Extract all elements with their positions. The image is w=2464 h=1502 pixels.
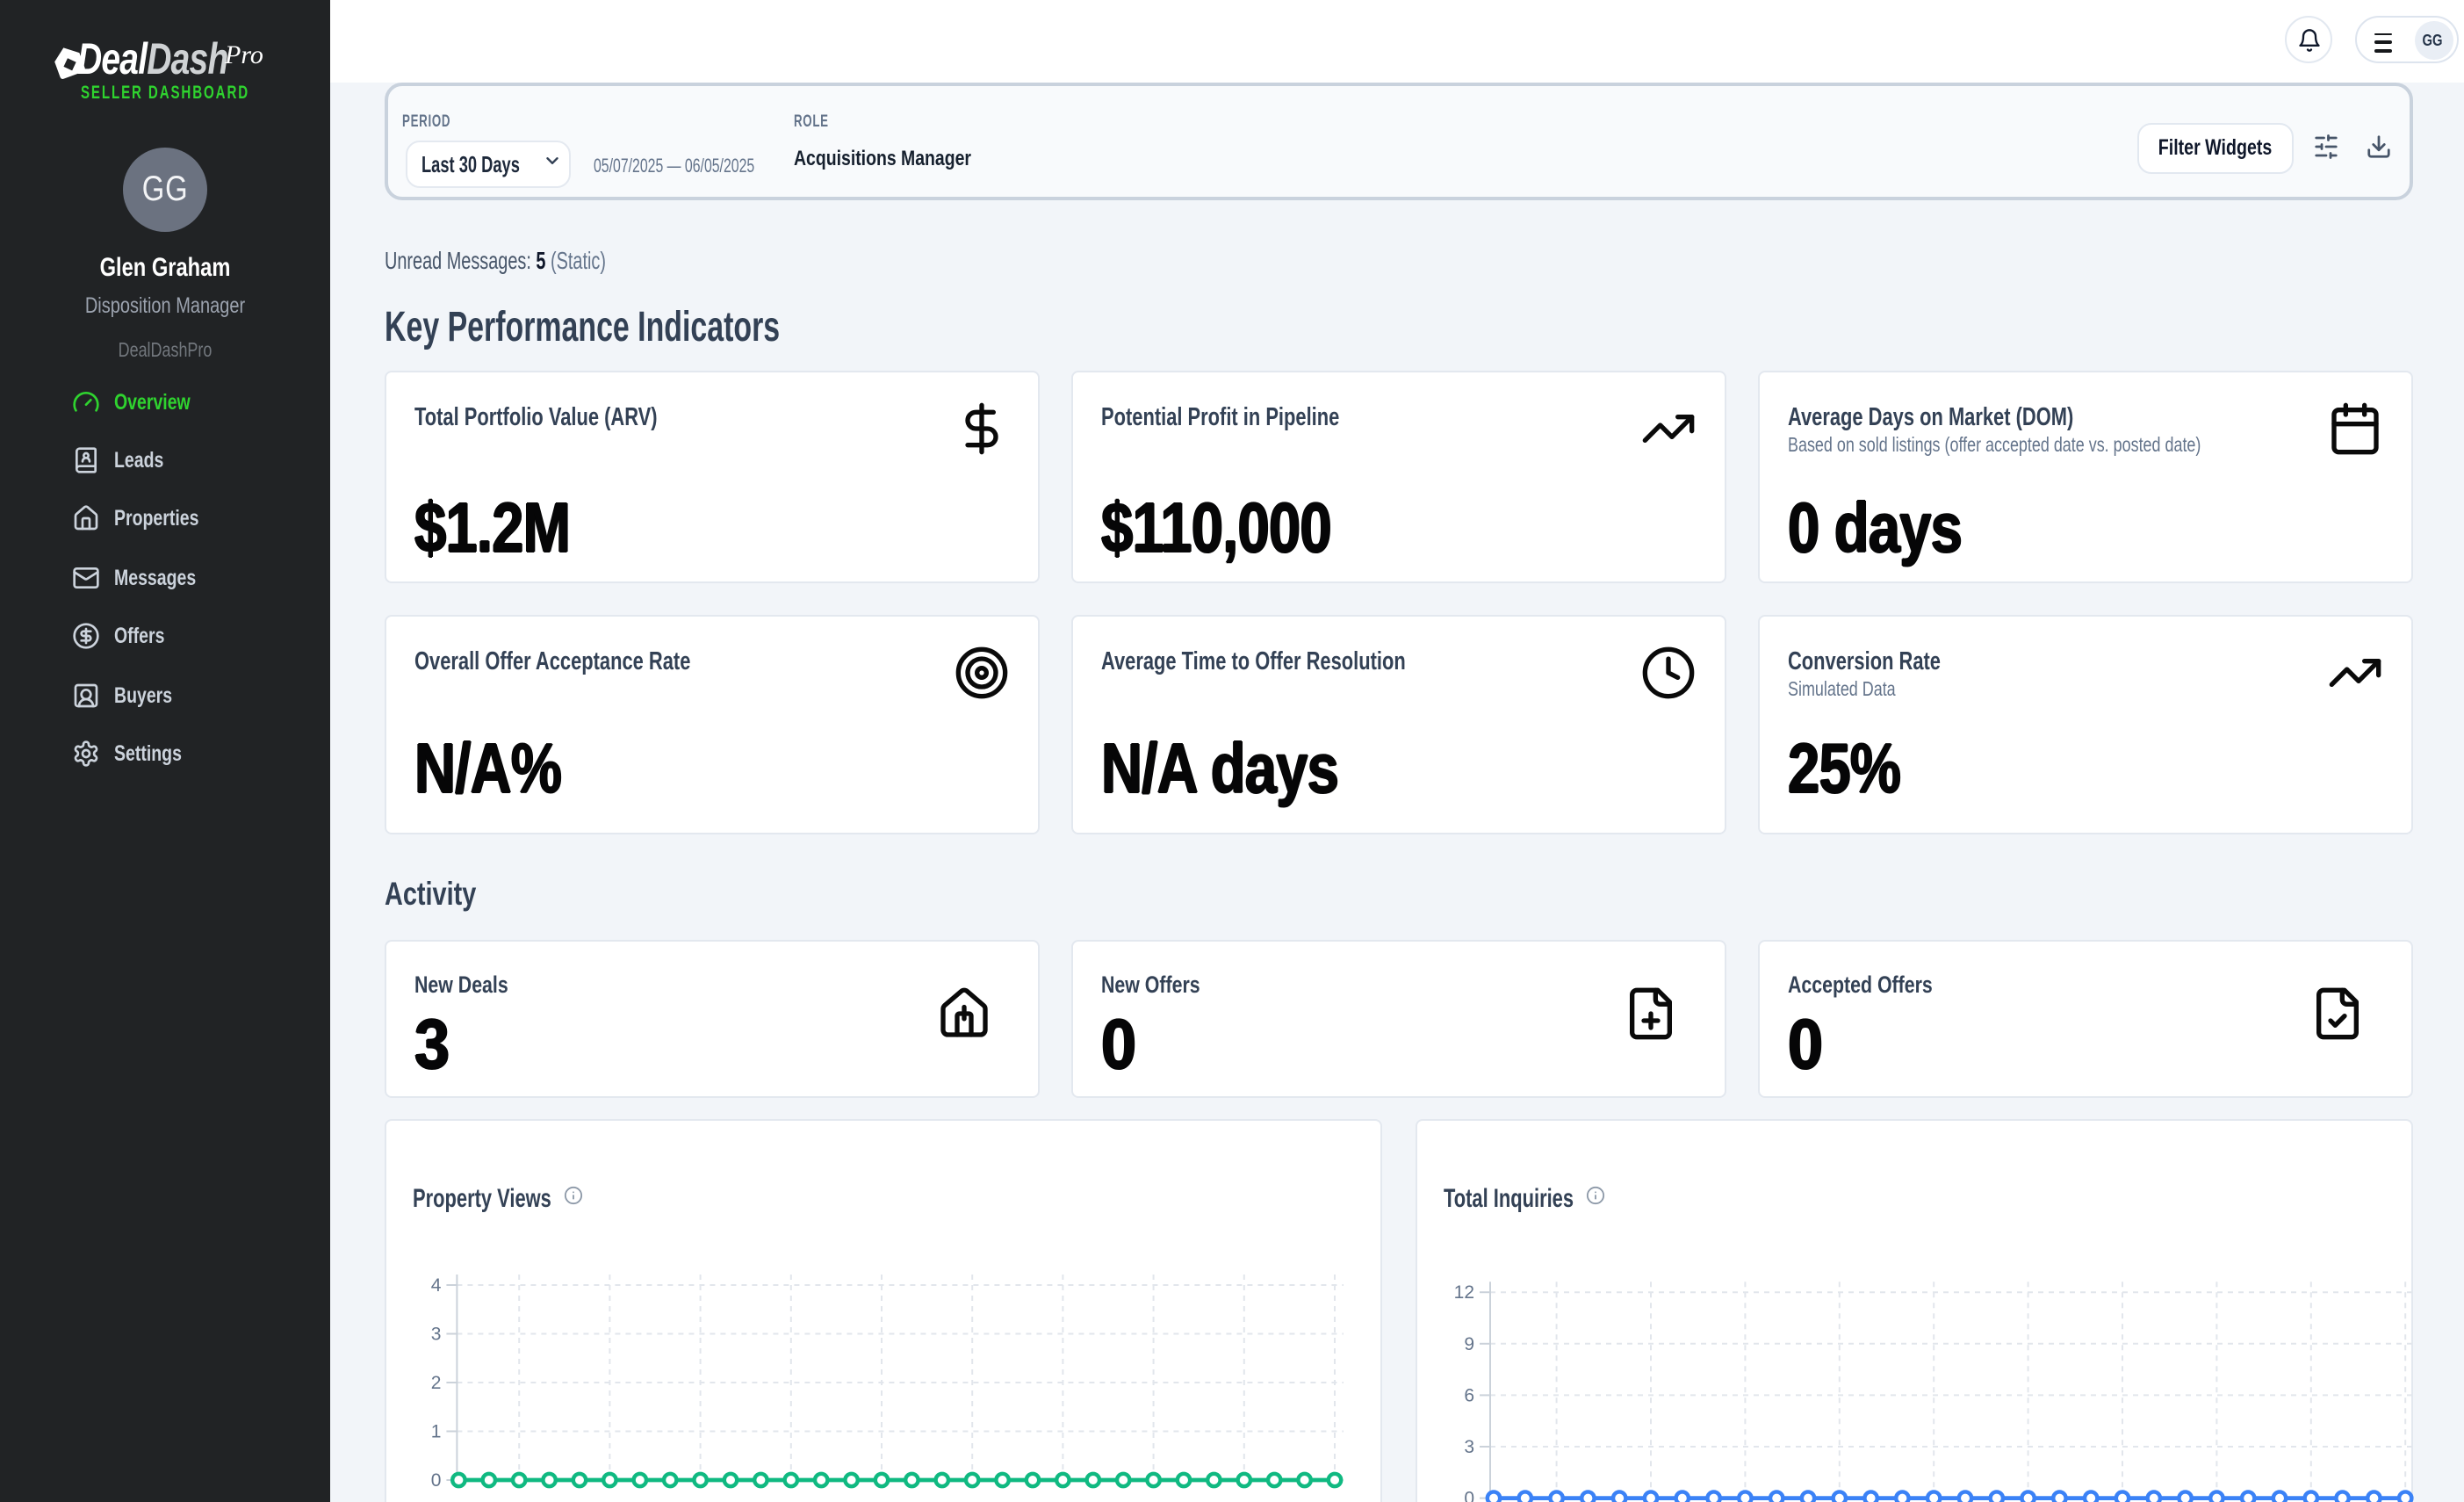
svg-text:3: 3 — [430, 1325, 441, 1345]
svg-text:12: 12 — [1453, 1282, 1473, 1303]
svg-text:0: 0 — [430, 1470, 441, 1491]
svg-text:3: 3 — [1463, 1437, 1473, 1457]
svg-text:1: 1 — [430, 1422, 441, 1442]
svg-text:6: 6 — [1463, 1385, 1473, 1405]
svg-text:0: 0 — [1463, 1489, 1473, 1502]
svg-text:9: 9 — [1463, 1334, 1473, 1354]
svg-text:4: 4 — [430, 1275, 441, 1296]
svg-text:2: 2 — [430, 1373, 441, 1393]
